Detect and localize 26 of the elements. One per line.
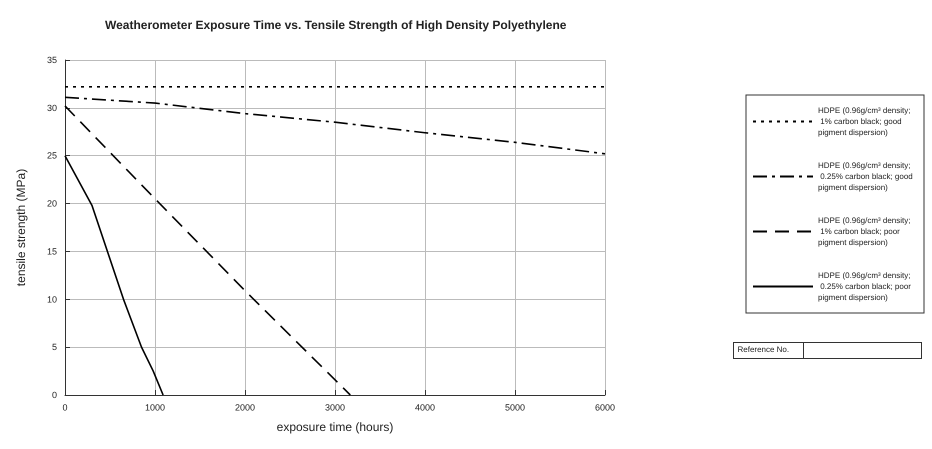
line-series bbox=[64, 105, 352, 396]
y-tick-label: 0 bbox=[52, 390, 57, 400]
y-tick-label: 30 bbox=[46, 102, 57, 113]
y-tick-label: 5 bbox=[52, 342, 57, 352]
chart-title: Weatherometer Exposure Time vs. Tensile Strength of High Density Polyethylene bbox=[105, 18, 567, 32]
text: HDPE (0.96g/cm³ density; 0.25% carbon black; good pigment dispersion) bbox=[818, 161, 915, 192]
text: Reference No. bbox=[738, 345, 790, 354]
text: HDPE (0.96g/cm³ density; 0.25% carbon black; poor pigment dispersion) bbox=[818, 271, 914, 302]
x-tick-label: 1000 bbox=[144, 402, 166, 412]
x-tick-label: 3000 bbox=[324, 402, 346, 412]
y-tick-label: 10 bbox=[46, 294, 57, 304]
text: HDPE (0.96g/cm³ density; 1% carbon black; poor pigment dispersion) bbox=[818, 216, 910, 247]
x-tick-label: 5000 bbox=[504, 402, 526, 412]
text: HDPE (0.96g/cm³ density; 1% carbon black; good pigment dispersion) bbox=[818, 106, 910, 137]
y-tick-label: 25 bbox=[46, 150, 57, 161]
x-tick-label: 4000 bbox=[414, 402, 436, 412]
y-tick-label: 35 bbox=[46, 55, 57, 65]
y-tick-label: 20 bbox=[46, 198, 57, 209]
x-tick-label: 2000 bbox=[234, 402, 256, 412]
y-tick-label: 15 bbox=[46, 246, 57, 256]
line-series bbox=[64, 154, 164, 396]
x-tick-label: 6000 bbox=[594, 402, 616, 412]
x-tick-label: 0 bbox=[62, 402, 68, 412]
x-axis-title: exposure time (hours) bbox=[276, 420, 394, 434]
line-series bbox=[64, 96, 606, 155]
y-axis-title: tensile strength (MPa) bbox=[14, 168, 28, 286]
